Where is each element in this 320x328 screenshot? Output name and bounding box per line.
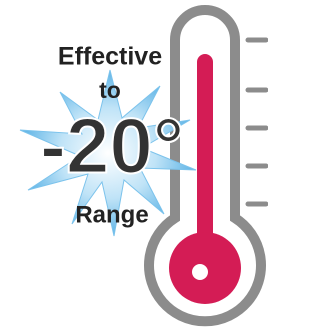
line3: Range	[75, 201, 148, 228]
temperature: -20°	[40, 102, 184, 190]
bulb-highlight	[192, 264, 208, 280]
line1: Effective	[58, 43, 162, 71]
badge-graphic: Effective to -20° Range	[0, 0, 268, 328]
page: {"badge": {"line1": "Effective", "line2"…	[0, 0, 268, 328]
line2: to	[99, 77, 121, 103]
scale-ticks	[248, 40, 266, 204]
